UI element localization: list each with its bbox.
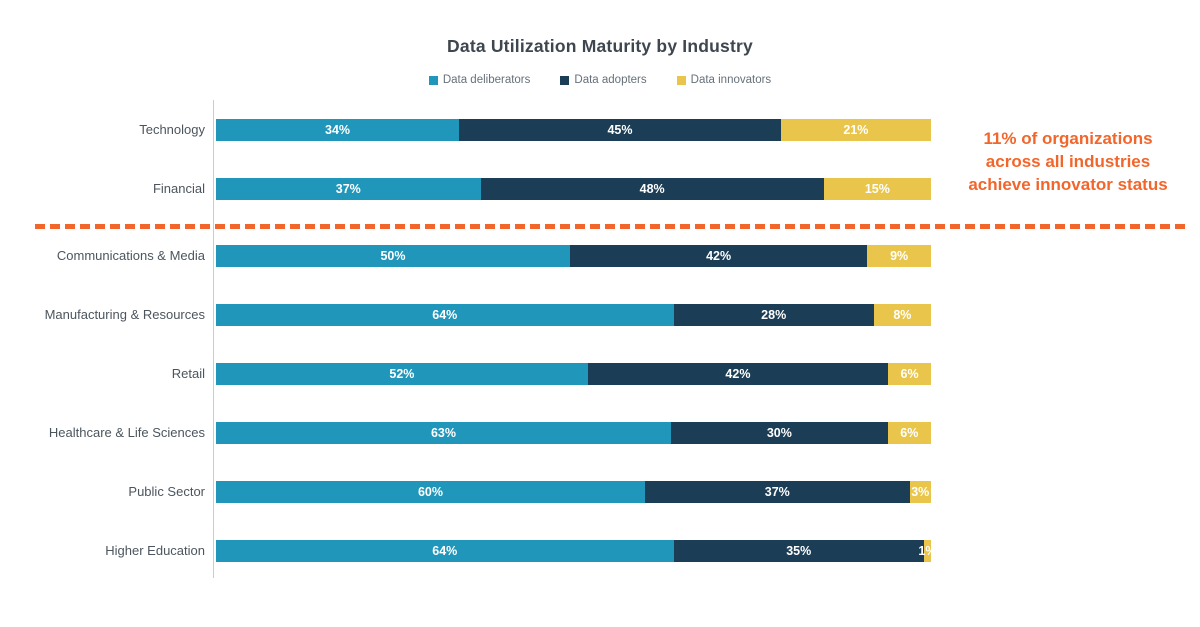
bar-track: 50% 42% 9% (216, 244, 931, 267)
legend-label: Data innovators (690, 74, 772, 86)
legend-label: Data deliberators (442, 74, 531, 86)
innovators-swatch-icon (676, 75, 686, 85)
bar-track: 37% 48% 15% (216, 177, 931, 200)
bar-track: 63% 30% 6% (216, 421, 931, 444)
bar-value-label: 50% (380, 248, 406, 263)
bar-segment-data-adopters: 42% (569, 244, 868, 267)
chart-title: Data Utilization Maturity by Industry (447, 36, 753, 56)
legend-item-deliberators: Data deliberators (428, 74, 531, 86)
chart-row: Higher Education 64% 35% 1% (0, 521, 960, 580)
bar-value-label: 45% (607, 122, 633, 137)
bar-segment-data-deliberators: 50% (216, 244, 570, 267)
bar-chart: Technology 34% 45% 21% Financial 37% 48% 15% Com… (0, 100, 960, 580)
bar-value-label: 42% (725, 366, 751, 381)
bar-segment-data-adopters: 28% (673, 303, 874, 326)
bar-segment-data-deliberators: 34% (216, 118, 460, 141)
bar-value-label: 63% (430, 425, 457, 440)
bar-value-label: 42% (706, 248, 732, 263)
annotation-line: achieve innovator status (968, 175, 1168, 194)
bar-value-label: 37% (335, 181, 361, 196)
bar-segment-data-adopters: 37% (645, 480, 910, 503)
category-label: Higher Education (105, 543, 205, 558)
y-axis-line (213, 100, 214, 578)
bar-segment-data-deliberators: 64% (216, 539, 674, 562)
bar-track: 64% 35% 1% (216, 539, 936, 562)
bar-value-label: 6% (900, 366, 919, 381)
bar-segment-data-adopters: 35% (673, 539, 924, 562)
bar-segment-data-innovators: 6% (888, 362, 931, 385)
bar-track: 64% 28% 8% (216, 303, 931, 326)
bar-track: 60% 37% 3% (216, 480, 931, 503)
legend-item-innovators: Data innovators (676, 74, 772, 86)
innovator-threshold-divider (35, 224, 1185, 229)
bar-value-label: 60% (417, 484, 444, 499)
bar-segment-data-innovators: 1% (918, 539, 936, 562)
bar-segment-data-deliberators: 37% (216, 177, 481, 200)
bar-segment-data-adopters: 30% (671, 421, 888, 444)
bar-segment-data-adopters: 42% (587, 362, 889, 385)
chart-row: Financial 37% 48% 15% (0, 159, 960, 218)
bar-value-label: 9% (890, 248, 909, 263)
bar-value-label: 48% (639, 181, 665, 196)
chart-row: Communications & Media 50% 42% 9% (0, 226, 960, 285)
bar-segment-data-innovators: 9% (867, 244, 931, 267)
bar-value-label: 34% (325, 122, 351, 137)
bar-segment-data-innovators: 6% (887, 421, 931, 444)
bar-value-label: 15% (864, 181, 890, 196)
bar-value-label: 52% (389, 366, 415, 381)
bar-segment-data-deliberators: 60% (216, 480, 645, 503)
bar-segment-data-innovators: 15% (823, 177, 931, 200)
bar-value-label: 21% (843, 122, 869, 137)
bar-segment-data-adopters: 45% (459, 118, 781, 141)
chart-row: Retail 52% 42% 6% (0, 344, 960, 403)
bar-segment-data-innovators: 3% (909, 480, 931, 503)
annotation-line: across all industries (985, 152, 1151, 171)
legend-label: Data adopters (574, 74, 647, 86)
bar-track: 34% 45% 21% (216, 118, 931, 141)
category-label: Communications & Media (56, 248, 205, 263)
category-label: Public Sector (128, 484, 205, 499)
bar-segment-data-deliberators: 52% (216, 362, 588, 385)
legend: Data deliberators Data adopters Data inn… (0, 74, 1200, 86)
category-label: Healthcare & Life Sciences (48, 425, 205, 440)
bar-segment-data-deliberators: 64% (216, 303, 674, 326)
category-label: Retail (171, 366, 205, 381)
chart-row: Healthcare & Life Sciences 63% 30% 6% (0, 403, 960, 462)
bar-value-label: 8% (893, 307, 912, 322)
chart-row: Public Sector 60% 37% 3% (0, 462, 960, 521)
chart-row: Technology 34% 45% 21% (0, 100, 960, 159)
bar-value-label: 64% (432, 543, 458, 558)
deliberators-swatch-icon (428, 75, 438, 85)
bar-segment-data-innovators: 8% (873, 303, 931, 326)
bar-segment-data-deliberators: 63% (216, 421, 671, 444)
bar-value-label: 3% (911, 484, 930, 499)
bar-segment-data-adopters: 48% (480, 177, 824, 200)
category-label: Technology (139, 122, 205, 137)
bar-value-label: 1% (918, 543, 937, 558)
annotation-line: 11% of organizations (983, 129, 1153, 148)
bar-segment-data-innovators: 21% (780, 118, 931, 141)
adopters-swatch-icon (560, 75, 570, 85)
category-label: Manufacturing & Resources (44, 307, 205, 322)
category-label: Financial (152, 181, 205, 196)
bar-value-label: 6% (900, 425, 919, 440)
bar-value-label: 35% (786, 543, 812, 558)
annotation-callout: 11% of organizations across all industri… (942, 127, 1194, 196)
chart-row: Manufacturing & Resources 64% 28% 8% (0, 285, 960, 344)
bar-value-label: 28% (761, 307, 787, 322)
bar-value-label: 64% (432, 307, 458, 322)
bar-track: 52% 42% 6% (216, 362, 931, 385)
legend-item-adopters: Data adopters (560, 74, 647, 86)
bar-value-label: 30% (766, 425, 792, 440)
bar-value-label: 37% (764, 484, 790, 499)
